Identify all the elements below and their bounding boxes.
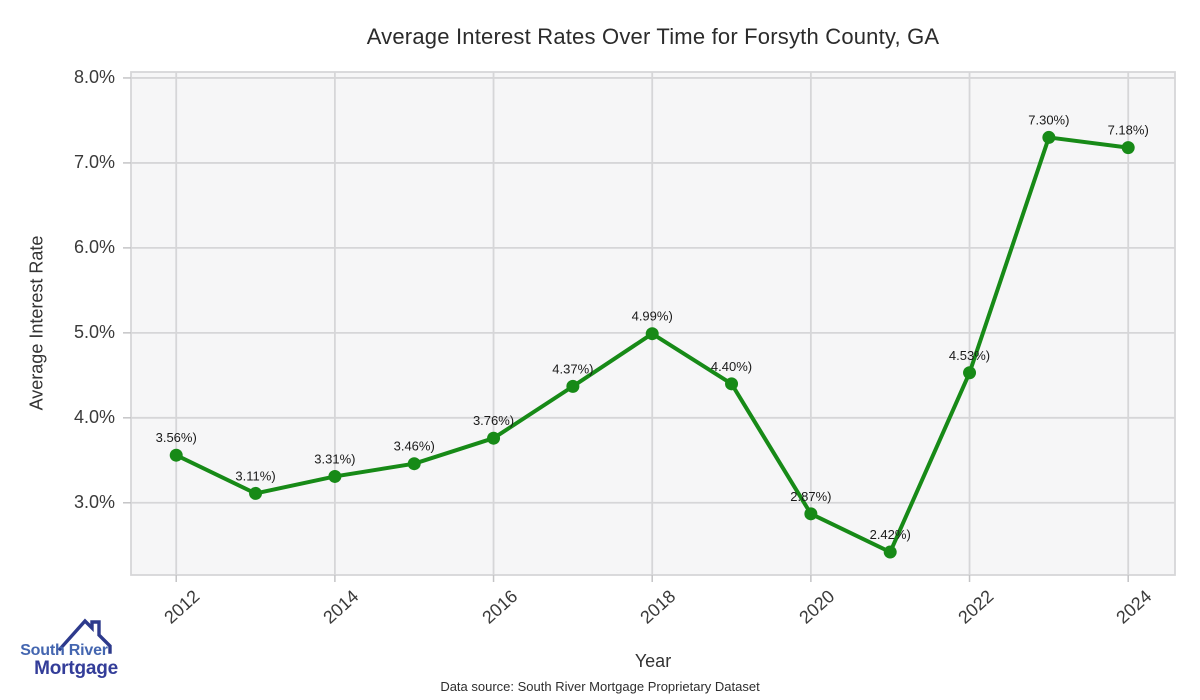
point-label: 4.53%) [949, 348, 990, 363]
x-tick-label: 2012 [160, 586, 204, 628]
x-tick-label: 2016 [477, 586, 521, 628]
data-point [407, 457, 421, 471]
logo-text-line1: South River [20, 642, 108, 659]
data-point [249, 486, 263, 500]
data-point [804, 507, 818, 521]
data-point [328, 469, 342, 483]
point-label: 7.18%) [1108, 123, 1149, 138]
line-chart-svg: 3.56%) 3.11%) 3.31%) 3.46%) 3.76%) 4.37%) 4.99… [123, 71, 1176, 582]
brand-logo: South River Mortgage [18, 608, 120, 688]
y-tick-label: 5.0% [73, 321, 115, 342]
plot-border [130, 71, 1176, 576]
point-label: 2.87%) [790, 489, 831, 504]
y-tick-label: 8.0% [73, 66, 115, 87]
point-label: 3.46%) [394, 439, 435, 454]
x-axis-title: Year [634, 651, 672, 671]
point-label: 4.37%) [552, 361, 593, 376]
point-label: 3.11%) [235, 468, 275, 483]
data-point [1121, 141, 1135, 155]
y-tick-label: 4.0% [73, 406, 115, 427]
plot-area: 3.56%) 3.11%) 3.31%) 3.46%) 3.76%) 4.37%) 4.99… [123, 71, 1176, 582]
x-tick-label: 2018 [636, 586, 680, 628]
x-tick-label: 2024 [1112, 586, 1156, 628]
point-label: 3.31%) [314, 451, 355, 466]
y-tick-label: 7.0% [73, 151, 115, 172]
data-point [883, 545, 897, 559]
point-label: 3.56%) [156, 430, 197, 445]
data-point [487, 431, 501, 445]
chart-title: Average Interest Rates Over Time for For… [366, 24, 940, 49]
logo-text-line2: Mortgage [34, 658, 118, 679]
data-point [645, 327, 659, 341]
x-tick-label: 2020 [795, 586, 839, 628]
data-point [725, 377, 739, 391]
data-point [566, 379, 580, 393]
x-tick-label: 2022 [953, 586, 997, 628]
point-label: 4.99%) [632, 309, 673, 324]
house-roof-icon [58, 618, 112, 654]
x-tick-label: 2014 [319, 586, 363, 628]
point-label: 2.42%) [870, 527, 911, 542]
data-point [1042, 130, 1056, 144]
data-point [169, 448, 183, 462]
point-label: 4.40%) [711, 359, 752, 374]
data-point [963, 366, 977, 380]
point-label: 7.30%) [1028, 112, 1069, 127]
data-source-note: Data source: South River Mortgage Propri… [440, 679, 760, 694]
point-label: 3.76%) [473, 413, 514, 428]
y-tick-label: 3.0% [73, 491, 115, 512]
y-tick-label: 6.0% [73, 236, 115, 257]
